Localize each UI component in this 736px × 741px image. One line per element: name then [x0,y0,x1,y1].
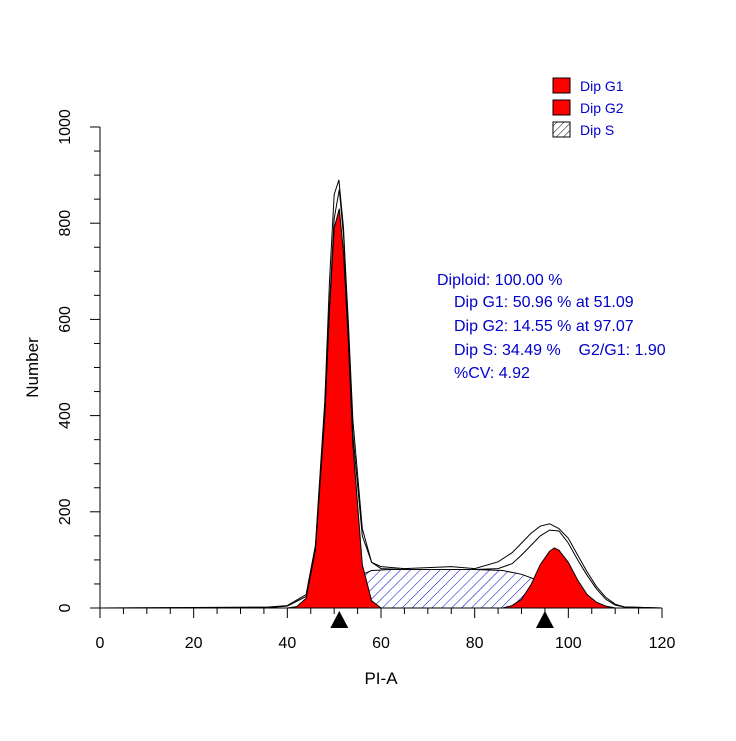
statistics-panel: Diploid: 100.00 % Dip G1: 50.96 % at 51.0… [437,272,666,382]
stat-line: Dip G1: 50.96 % at 51.09 [454,294,634,311]
y-axis-title: Number [23,337,42,398]
y-tick-label: 1000 [57,109,74,145]
peak-marker [330,611,349,628]
x-tick-label: 80 [466,635,484,652]
stat-line: Dip G2: 14.55 % at 97.07 [454,318,634,335]
series-dip-g2-area [502,547,616,609]
x-tick-label: 60 [372,635,390,652]
x-axis-title: PI-A [364,669,398,688]
y-tick-label: 0 [57,603,74,612]
legend-label: Dip S [580,122,614,138]
legend-swatch [552,77,571,94]
y-tick-label: 600 [57,306,74,333]
legend: Dip G1 Dip G2 Dip S [552,77,624,138]
plot-layer [99,179,663,609]
x-tick-label: 100 [555,635,582,652]
legend-label: Dip G1 [580,78,624,94]
x-tick-label: 0 [96,635,105,652]
stat-line: Diploid: 100.00 % [437,272,562,289]
peak-marker [535,611,554,628]
series-histogram-line [99,179,663,609]
stat-line: %CV: 4.92 [454,365,530,382]
axes-layer: 0 20 40 60 80 100 120 0 200 400 600 800 1000 PI-A Numb… [23,109,675,688]
series-fit-line [99,189,663,609]
y-tick-label: 200 [57,498,74,525]
stat-line: Dip S: 34.49 % G2/G1: 1.90 [454,342,666,359]
x-tick-label: 40 [278,635,296,652]
x-tick-label: 120 [649,635,676,652]
y-tick-label: 400 [57,402,74,429]
legend-swatch [552,99,571,116]
x-tick-label: 20 [185,635,203,652]
legend-swatch [552,121,571,138]
legend-label: Dip G2 [580,100,624,116]
y-tick-label: 800 [57,210,74,237]
